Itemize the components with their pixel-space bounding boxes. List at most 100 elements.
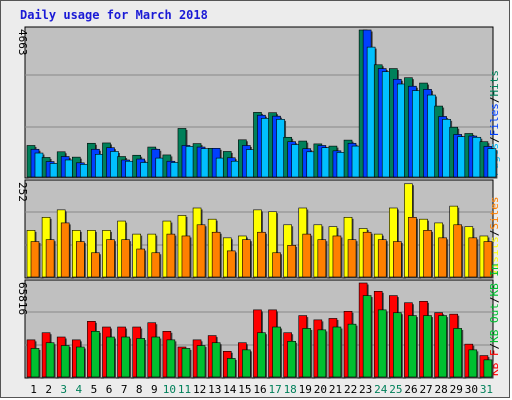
xtick-label-2: 2 [45,383,52,396]
bar-visits-sites-2 [45,239,55,278]
ymax-label-hits: 4663 [16,29,29,56]
bar-visits-sites-11 [181,235,191,278]
bar-kbytes-kb-in-25 [393,312,402,378]
bar-visits-sites-5 [91,252,100,278]
bar-visits-sites-29 [453,224,463,278]
bar-kbytes-kb-in-16 [257,332,266,378]
bar-visits-sites-17 [272,252,281,278]
xtick-label-4: 4 [76,383,83,396]
xtick-label-28: 28 [435,383,448,396]
xtick-label-24: 24 [374,383,388,396]
legend-item-kbytes-4: KB In [488,263,501,296]
legend-item-visits-2: Sites [488,197,501,230]
bar-visits-sites-31 [483,241,493,278]
xtick-label-15: 15 [238,383,251,396]
legend-item-hits-2: Files [488,103,501,136]
bar-kbytes-kb-in-7 [121,336,130,378]
xtick-label-31: 31 [480,383,493,396]
legend-item-hits-3: / [488,97,501,104]
bar-visits-sites-3 [60,222,70,278]
bar-kbytes-kb-in-18 [287,340,296,378]
bar-visits-sites-18 [287,244,296,278]
bar-visits-sites-30 [468,237,478,278]
bar-kbytes-kb-in-3 [60,345,70,378]
bar-kbytes-kb-in-21 [332,326,342,378]
bar-visits-sites-16 [257,231,266,278]
bar-kbytes-kb-in-15 [242,349,251,378]
bar-kbytes-kb-in-20 [317,329,327,378]
legend-item-kbytes-3: / [488,297,501,304]
bar-kbytes-kb-in-24 [377,309,387,378]
bar-kbytes-kb-in-9 [151,336,161,378]
ymax-label-kbytes: 65816 [16,282,29,315]
bar-kbytes-kb-in-28 [438,315,447,378]
bar-kbytes-kb-in-1 [30,348,40,378]
bar-kbytes-kb-in-6 [106,336,115,378]
xtick-label-6: 6 [106,383,113,396]
xtick-label-13: 13 [208,383,221,396]
bar-kbytes-kb-in-2 [45,342,55,378]
bar-kbytes-kb-in-19 [302,328,312,378]
xtick-label-7: 7 [121,383,128,396]
legend-item-kbytes-2: KB Out [488,303,501,343]
bar-visits-sites-24 [377,239,387,278]
bar-visits-sites-28 [438,237,447,278]
bar-visits-sites-19 [302,233,312,278]
xtick-label-29: 29 [450,383,463,396]
xtick-label-16: 16 [253,383,266,396]
xtick-label-27: 27 [419,383,432,396]
xtick-label-25: 25 [389,383,402,396]
bar-visits-sites-21 [332,235,342,278]
bar-visits-sites-7 [121,239,130,278]
bar-visits-sites-15 [242,239,251,278]
bar-kbytes-kb-in-14 [226,358,236,378]
bar-hits-pages-31 [487,148,497,178]
legend-item-hits-4: Hits [488,70,501,97]
bar-kbytes-kb-in-4 [75,346,85,378]
bar-kbytes-kb-in-26 [408,315,417,378]
xtick-label-22: 22 [344,383,357,396]
legend-item-hits-1: / [488,136,501,143]
bar-kbytes-kb-in-5 [91,330,100,378]
xtick-label-23: 23 [359,383,372,396]
xtick-label-11: 11 [178,383,191,396]
bar-kbytes-kb-in-17 [272,326,281,378]
xtick-label-14: 14 [223,383,237,396]
bar-visits-sites-14 [226,250,236,278]
bar-visits-sites-8 [136,248,145,278]
bar-kbytes-kb-in-31 [483,359,493,378]
xtick-label-26: 26 [404,383,417,396]
bar-visits-sites-1 [30,241,40,278]
xtick-label-1: 1 [30,383,37,396]
bar-kbytes-kb-in-11 [181,348,191,378]
chart-title: Daily usage for March 2018 [20,8,208,22]
xtick-label-18: 18 [284,383,297,396]
bar-kbytes-kb-in-13 [211,342,221,378]
legend-item-visits-1: / [488,230,501,237]
bar-visits-sites-27 [423,230,432,278]
bar-kbytes-kb-in-27 [423,315,432,378]
legend-item-kbytes-1: / [488,343,501,350]
bar-kbytes-kb-in-8 [136,338,145,378]
bar-kbytes-kb-in-29 [453,328,463,378]
bar-visits-sites-12 [196,224,206,278]
xtick-label-5: 5 [91,383,98,396]
bar-visits-sites-6 [106,239,115,278]
bar-visits-sites-22 [347,239,357,278]
xtick-label-10: 10 [163,383,176,396]
xtick-label-12: 12 [193,383,206,396]
bar-visits-sites-4 [75,241,85,278]
xtick-label-17: 17 [268,383,281,396]
xtick-label-8: 8 [136,383,143,396]
bar-kbytes-kb-in-30 [468,349,478,378]
xtick-label-9: 9 [151,383,158,396]
xtick-label-3: 3 [60,383,67,396]
bar-kbytes-kb-in-10 [166,339,176,378]
xtick-label-21: 21 [329,383,342,396]
bar-visits-sites-13 [211,231,221,278]
bar-kbytes-kb-in-23 [362,295,372,378]
xtick-label-30: 30 [465,383,478,396]
bar-visits-sites-23 [362,231,372,278]
xtick-label-19: 19 [299,383,312,396]
bar-kbytes-kb-in-22 [347,323,357,378]
